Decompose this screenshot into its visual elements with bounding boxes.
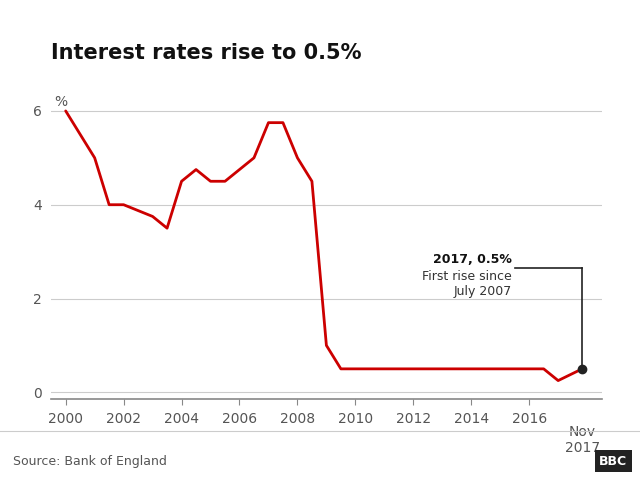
Text: Source: Bank of England: Source: Bank of England bbox=[13, 454, 166, 468]
Text: Interest rates rise to 0.5%: Interest rates rise to 0.5% bbox=[51, 43, 362, 63]
Text: Nov
2017: Nov 2017 bbox=[564, 425, 600, 455]
Text: BBC: BBC bbox=[599, 454, 627, 468]
Text: 2017, 0.5%: 2017, 0.5% bbox=[433, 253, 512, 266]
Text: First rise since
July 2007: First rise since July 2007 bbox=[422, 270, 512, 299]
Text: %: % bbox=[54, 94, 67, 109]
